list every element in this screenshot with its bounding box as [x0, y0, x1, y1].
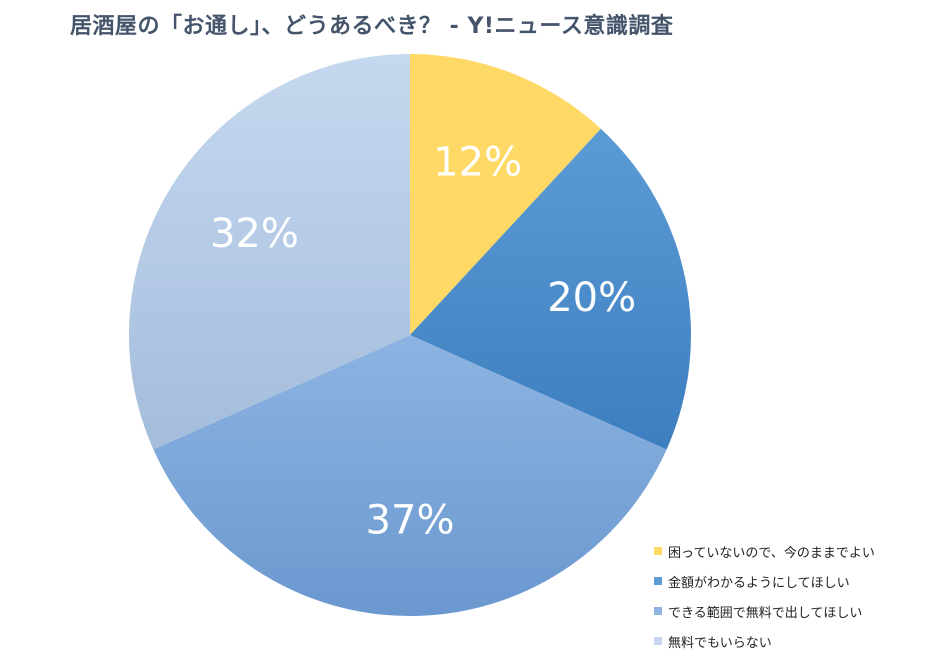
legend-item: 困っていないので、今のままでよい — [654, 536, 924, 566]
slice-data-label: 12% — [433, 139, 522, 185]
slice-data-label: 37% — [366, 497, 455, 543]
legend-label: 困っていないので、今のままでよい — [668, 545, 875, 561]
legend-swatch — [654, 577, 662, 585]
pie-slice — [129, 54, 411, 450]
legend-label: 無料でもいらない — [668, 635, 772, 651]
slice-data-label: 32% — [210, 211, 299, 257]
legend-swatch — [654, 607, 662, 615]
pie-slice — [410, 128, 691, 450]
legend-item: できる範囲で無料で出してほしい — [654, 596, 924, 626]
legend-label: できる範囲で無料で出してほしい — [668, 605, 863, 621]
legend-swatch — [654, 547, 662, 555]
chart-legend: 困っていないので、今のままでよい 金額がわかるようにしてほしい できる範囲で無料… — [654, 536, 924, 656]
legend-swatch — [654, 637, 662, 645]
legend-item: 無料でもいらない — [654, 626, 924, 656]
slice-data-label: 20% — [547, 275, 636, 321]
legend-label: 金額がわかるようにしてほしい — [668, 575, 850, 591]
pie-slice — [410, 54, 601, 335]
legend-item: 金額がわかるようにしてほしい — [654, 566, 924, 596]
pie-slices — [129, 54, 691, 616]
chart-title: 居酒屋の「お通し」、どうあるべき？ - Y!ニュース意識調査 — [70, 14, 674, 39]
pie-slice — [153, 335, 667, 616]
pie-data-labels: 12% 20% 37% 32% — [210, 139, 636, 543]
